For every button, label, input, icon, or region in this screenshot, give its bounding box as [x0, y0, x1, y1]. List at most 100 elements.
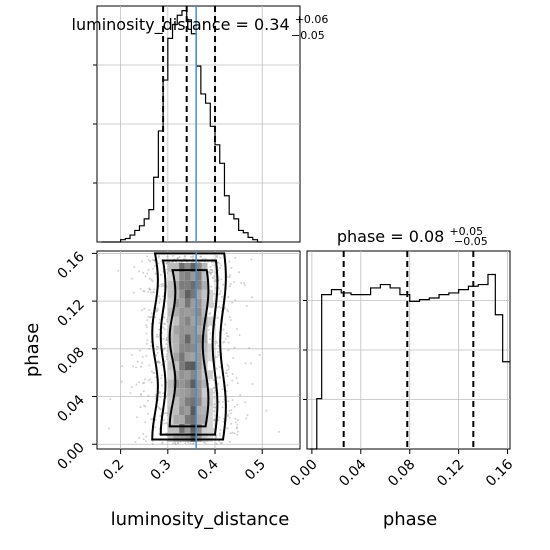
density-cell	[173, 271, 180, 281]
sample-point	[148, 347, 151, 350]
sample-point	[258, 353, 261, 356]
sample-point	[156, 345, 159, 348]
sample-point	[147, 399, 150, 402]
density-cell	[201, 432, 208, 442]
sample-point	[192, 255, 195, 258]
density-cell	[173, 289, 180, 299]
sample-point	[139, 365, 142, 368]
sample-point	[218, 292, 221, 295]
density-cell	[173, 352, 180, 362]
sample-point	[218, 262, 221, 265]
sample-point	[190, 255, 193, 258]
sample-point	[206, 325, 209, 328]
sample-point	[250, 296, 253, 299]
sample-point	[151, 280, 154, 283]
sample-point	[134, 441, 137, 444]
density-cell	[207, 298, 214, 308]
dist-title-main: luminosity_distance = 0.34	[72, 15, 290, 35]
sample-point	[163, 316, 166, 319]
density-cell	[173, 280, 180, 290]
sample-point	[234, 299, 237, 302]
sample-point	[211, 269, 214, 272]
density-cell	[179, 262, 185, 272]
sample-point	[158, 302, 161, 305]
sample-point	[210, 271, 213, 274]
sample-point	[155, 335, 158, 338]
density-cell	[190, 271, 197, 281]
sample-point	[166, 318, 169, 321]
density-cell	[173, 316, 180, 326]
sample-point	[156, 309, 159, 312]
density-cell	[196, 280, 202, 290]
density-cell	[184, 370, 191, 380]
density-cell	[201, 343, 208, 353]
density-cell	[173, 423, 180, 433]
density-cell	[184, 415, 191, 424]
sample-point	[218, 375, 221, 378]
sample-point	[220, 306, 223, 309]
sample-point	[154, 418, 157, 421]
sample-point	[145, 354, 148, 357]
sample-point	[150, 340, 153, 343]
sample-point	[164, 323, 167, 326]
sample-point	[153, 259, 156, 262]
sample-point	[158, 328, 161, 331]
sample-point	[146, 339, 149, 342]
sample-point	[147, 379, 150, 382]
density-cell	[167, 379, 174, 389]
density-cell	[190, 343, 197, 353]
sample-point	[227, 413, 230, 416]
density-cell	[167, 280, 174, 290]
sample-point	[229, 319, 232, 322]
density-cell	[190, 432, 197, 442]
sample-point	[236, 433, 239, 436]
sample-point	[146, 272, 149, 275]
sample-point	[277, 430, 280, 433]
sample-point	[149, 344, 152, 347]
density-cell	[207, 388, 214, 398]
sample-point	[149, 316, 152, 319]
sample-point	[158, 318, 161, 321]
sample-point	[214, 406, 217, 409]
sample-point	[228, 409, 231, 412]
sample-point	[156, 351, 159, 354]
sample-point	[225, 390, 228, 393]
sample-point	[160, 283, 163, 286]
sample-point	[221, 400, 224, 403]
density-cell	[196, 325, 202, 335]
sample-point	[160, 377, 163, 380]
density-cell	[179, 289, 185, 299]
sample-point	[148, 308, 151, 311]
sample-point	[129, 392, 132, 395]
sample-point	[149, 288, 152, 291]
luminosity-distance-histogram-panel: luminosity_distance = 0.34 +0.06 −0.05	[72, 5, 328, 243]
sample-point	[199, 255, 202, 258]
density-cell	[184, 343, 191, 353]
sample-point	[163, 412, 166, 415]
density-cell	[190, 388, 197, 398]
density-cell	[201, 271, 208, 281]
sample-point	[157, 256, 160, 259]
density-cell	[207, 406, 214, 416]
sample-point	[235, 327, 238, 330]
sample-point	[157, 255, 160, 258]
density-cell	[196, 262, 202, 272]
sample-point	[177, 257, 180, 260]
sample-point	[143, 404, 146, 407]
sample-point	[234, 256, 237, 259]
x-axis-label-phase: phase	[383, 509, 437, 530]
density-cell	[179, 423, 185, 433]
sample-point	[154, 273, 157, 276]
sample-point	[208, 379, 211, 382]
sample-point	[160, 384, 163, 387]
contour-middle	[159, 259, 219, 436]
density-cell	[167, 361, 174, 371]
sample-point	[250, 258, 253, 261]
sample-point	[165, 355, 168, 358]
density-cell	[184, 432, 191, 442]
sample-point	[204, 257, 207, 260]
sample-point	[221, 406, 224, 409]
density-cell	[190, 379, 197, 389]
sample-point	[156, 361, 159, 364]
